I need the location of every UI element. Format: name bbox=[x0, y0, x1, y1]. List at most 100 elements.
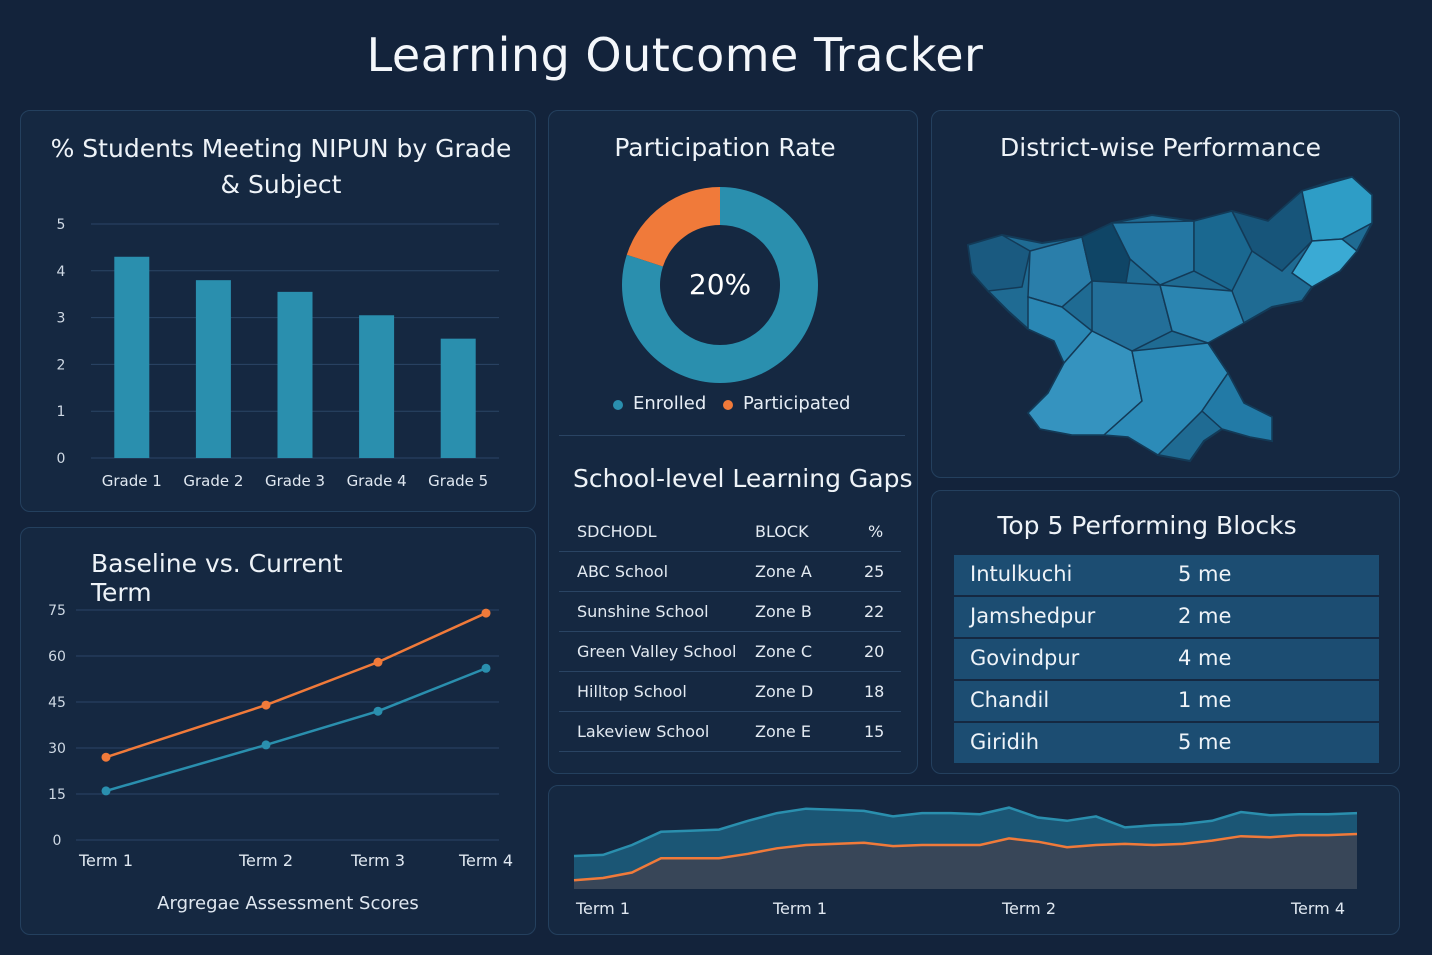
table-row: Giridih 5 me bbox=[954, 723, 1379, 763]
participation-donut bbox=[622, 187, 818, 383]
y-tick-label: 15 bbox=[48, 787, 66, 803]
y-tick-label: 0 bbox=[53, 833, 62, 849]
legend-participated-label: Participated bbox=[743, 393, 851, 414]
map-district-j bbox=[1091, 280, 1173, 352]
series-line bbox=[573, 832, 1358, 882]
x-tick-label: Term 2 bbox=[238, 851, 293, 870]
line-chart-panel: Baseline vs. Current Term 0 15 30 45 60 75 Ter… bbox=[20, 527, 536, 935]
block-value: 4 me bbox=[1178, 646, 1232, 670]
x-tick-label: Term 3 bbox=[350, 851, 405, 870]
block-name: Giridih bbox=[970, 730, 1040, 754]
map-district-e bbox=[1193, 210, 1253, 293]
block-name: Govindpur bbox=[970, 646, 1080, 670]
legend-enrolled-label: Enrolled bbox=[633, 393, 707, 414]
y-tick-label: 0 bbox=[57, 451, 66, 467]
block-value: 1 me bbox=[1178, 688, 1232, 712]
school-name: ABC School bbox=[577, 562, 669, 581]
gap-percent: 25 bbox=[864, 562, 885, 581]
y-tick-label: 5 bbox=[57, 217, 66, 233]
trend-area-chart: Term 1 Term 1 Term 2 Term 4 bbox=[573, 806, 1358, 918]
data-point bbox=[481, 663, 491, 673]
table-row: Hilltop School Zone D 18 bbox=[559, 671, 901, 712]
gaps-table-header: SDCHODL BLOCK % bbox=[559, 511, 901, 552]
data-point bbox=[373, 657, 383, 667]
map-district-l bbox=[1027, 330, 1143, 436]
block-value: 5 me bbox=[1178, 730, 1232, 754]
bar bbox=[114, 256, 150, 458]
map-district-k bbox=[1159, 284, 1245, 344]
top-blocks-table: Intulkuchi 5 me Jamshedpur 2 me Govindpu… bbox=[954, 555, 1379, 763]
data-point bbox=[373, 706, 383, 716]
donut-legend: Enrolled Participated bbox=[613, 393, 913, 417]
x-tick-label: Grade 4 bbox=[347, 472, 407, 490]
x-tick-label: Term 1 bbox=[772, 899, 827, 918]
block-name: Chandil bbox=[970, 688, 1050, 712]
school-name: Sunshine School bbox=[577, 602, 709, 621]
data-point bbox=[261, 700, 271, 710]
table-row: Govindpur 4 me bbox=[954, 639, 1379, 679]
block-name: Zone D bbox=[755, 682, 814, 701]
donut-slice bbox=[622, 187, 818, 383]
x-tick-label: Grade 3 bbox=[265, 472, 325, 490]
header-percent: % bbox=[868, 522, 884, 541]
block-name: Jamshedpur bbox=[970, 604, 1096, 628]
gap-percent: 22 bbox=[864, 602, 885, 621]
block-name: Zone A bbox=[755, 562, 812, 581]
table-row: Chandil 1 me bbox=[954, 681, 1379, 721]
divider bbox=[559, 435, 905, 436]
bar-chart: 0 1 2 3 4 5 Grade 1 Grade 2 Grade 3 Grade 4 Grade … bbox=[57, 217, 499, 490]
line-chart-footer: Argregae Assessment Scores bbox=[157, 893, 419, 914]
donut-slice bbox=[626, 187, 720, 267]
legend-participated-dot bbox=[723, 400, 733, 410]
data-point bbox=[261, 740, 271, 750]
gap-percent: 15 bbox=[864, 722, 885, 741]
header-block: BLOCK bbox=[755, 522, 809, 541]
legend-enrolled-dot bbox=[613, 400, 623, 410]
block-name: Zone E bbox=[755, 722, 811, 741]
bar-chart-title: % Students Meeting NIPUN by Grade & Subj… bbox=[50, 134, 512, 199]
x-tick-label: Grade 2 bbox=[183, 472, 243, 490]
map-district-b bbox=[1027, 236, 1093, 308]
line-chart-title: Baseline vs. Current Term bbox=[91, 549, 343, 607]
x-tick-label: Term 2 bbox=[1001, 899, 1056, 918]
map-panel: District-wise Performance bbox=[931, 110, 1400, 478]
donut-title: Participation Rate bbox=[614, 133, 836, 162]
table-row: ABC School Zone A 25 bbox=[559, 551, 901, 592]
table-row: Lakeview School Zone E 15 bbox=[559, 711, 901, 752]
area-chart-panel: Term 1 Term 1 Term 2 Term 4 bbox=[548, 785, 1400, 935]
header-school: SDCHODL bbox=[577, 522, 657, 541]
school-name: Green Valley School bbox=[577, 642, 737, 661]
top-blocks-title: Top 5 Performing Blocks bbox=[997, 511, 1297, 540]
line-chart: 0 15 30 45 60 75 Term 1 Term 2 Term 3 Term 4 bbox=[48, 603, 513, 870]
y-tick-label: 4 bbox=[57, 264, 66, 280]
map-district-d bbox=[1110, 220, 1195, 286]
x-tick-label: Term 1 bbox=[575, 899, 630, 918]
series-line bbox=[105, 667, 487, 793]
page-title: Learning Outcome Tracker bbox=[366, 28, 984, 82]
map-district-h bbox=[1290, 238, 1359, 288]
district-map bbox=[966, 175, 1373, 463]
y-tick-label: 2 bbox=[57, 357, 66, 373]
school-name: Hilltop School bbox=[577, 682, 687, 701]
y-tick-label: 30 bbox=[48, 741, 66, 757]
block-name: Zone B bbox=[755, 602, 812, 621]
x-tick-label: Grade 5 bbox=[428, 472, 488, 490]
participation-panel: Participation Rate 20% Enrolled Particip… bbox=[548, 110, 918, 774]
gap-percent: 20 bbox=[864, 642, 885, 661]
series-area bbox=[574, 834, 1357, 889]
block-name: Intulkuchi bbox=[970, 562, 1073, 586]
y-tick-label: 3 bbox=[57, 311, 66, 327]
table-row: Intulkuchi 5 me bbox=[954, 555, 1379, 595]
y-tick-label: 60 bbox=[48, 649, 66, 665]
bar bbox=[359, 315, 395, 458]
bar bbox=[195, 280, 231, 458]
table-row: Jamshedpur 2 me bbox=[954, 597, 1379, 637]
map-title: District-wise Performance bbox=[1000, 133, 1321, 162]
series-line bbox=[573, 806, 1358, 858]
x-tick-label: Term 4 bbox=[1290, 899, 1345, 918]
x-tick-label: Term 4 bbox=[458, 851, 513, 870]
table-row: Green Valley School Zone C 20 bbox=[559, 631, 901, 672]
gaps-table-title: School-level Learning Gaps bbox=[573, 464, 913, 493]
data-point bbox=[101, 786, 111, 796]
block-value: 2 me bbox=[1178, 604, 1232, 628]
